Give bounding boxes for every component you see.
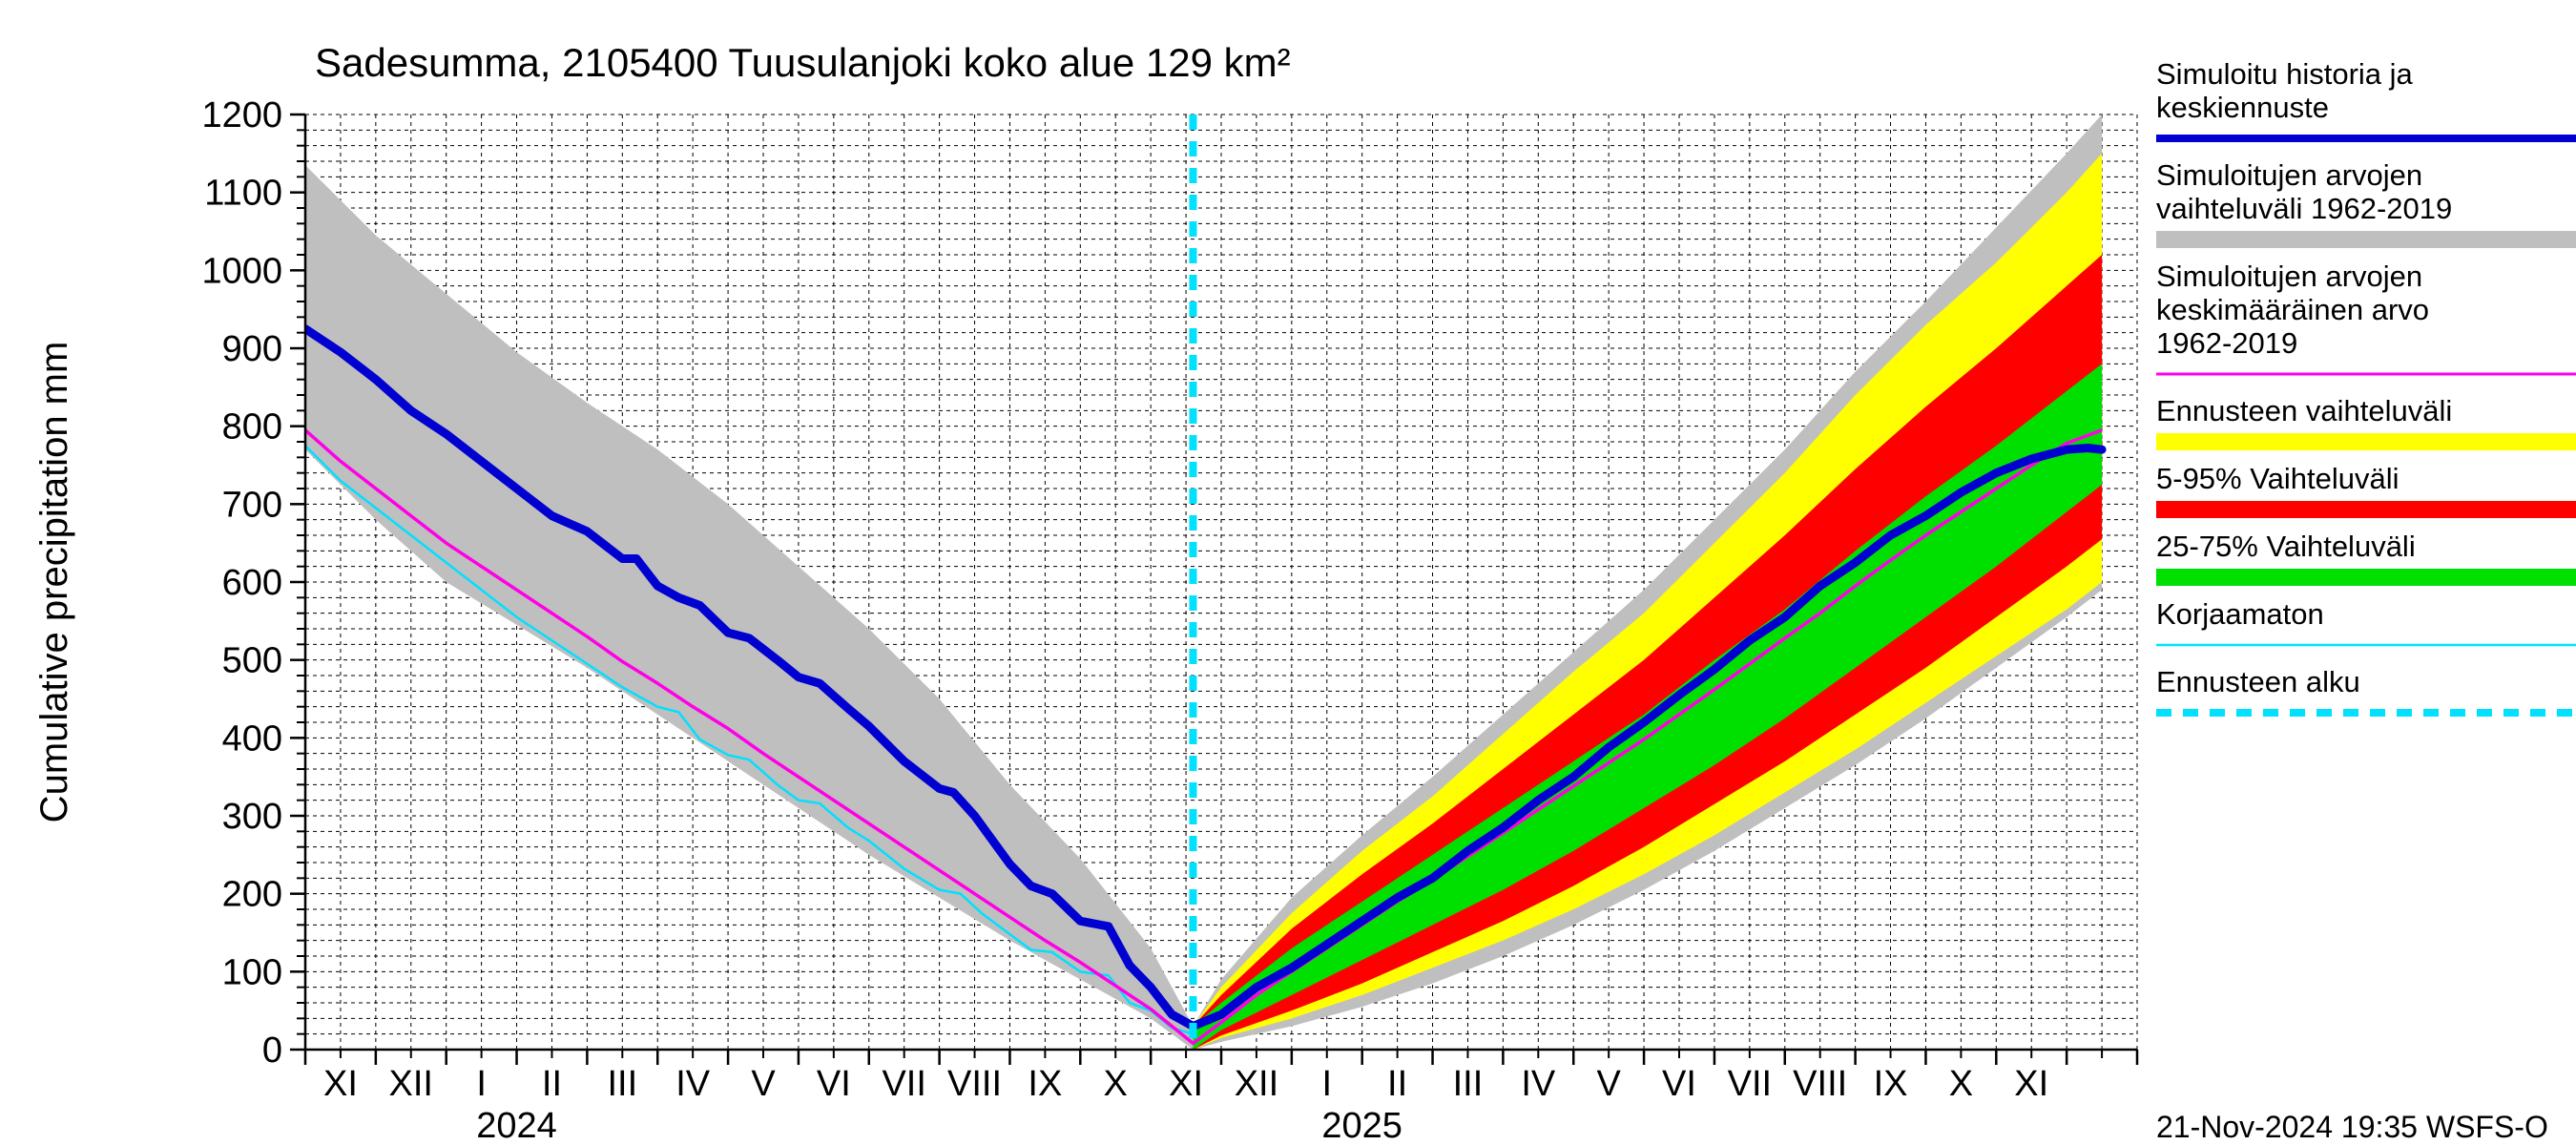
chart-title: Sadesumma, 2105400 Tuusulanjoki koko alu… <box>315 40 1291 85</box>
legend-label: vaihteluväli 1962-2019 <box>2156 192 2452 225</box>
legend-label: Simuloitujen arvojen <box>2156 260 2422 293</box>
ytick-label: 900 <box>222 329 282 369</box>
year-label: 2025 <box>1321 1106 1402 1145</box>
legend-swatch <box>2156 501 2576 518</box>
xtick-label: XII <box>389 1064 433 1104</box>
ytick-label: 600 <box>222 563 282 603</box>
xtick-label: XII <box>1235 1064 1278 1104</box>
xtick-label: XI <box>1169 1064 1203 1104</box>
legend-swatch <box>2156 569 2576 586</box>
xtick-label: I <box>476 1064 487 1104</box>
xtick-label: XI <box>2014 1064 2048 1104</box>
legend-label: Ennusteen alku <box>2156 665 2360 698</box>
ytick-label: 300 <box>222 797 282 837</box>
xtick-label: II <box>542 1064 562 1104</box>
xtick-label: III <box>1453 1064 1484 1104</box>
footer-text: 21-Nov-2024 19:35 WSFS-O <box>2156 1110 2548 1144</box>
xtick-label: VIII <box>947 1064 1002 1104</box>
ytick-label: 1000 <box>201 251 282 291</box>
ytick-label: 800 <box>222 407 282 448</box>
ytick-label: 1200 <box>201 95 282 135</box>
xtick-label: II <box>1387 1064 1407 1104</box>
legend-swatch <box>2156 433 2576 450</box>
xtick-label: X <box>1949 1064 1973 1104</box>
legend-label: Ennusteen vaihteluväli <box>2156 394 2452 427</box>
xtick-label: V <box>751 1064 776 1104</box>
legend-label: Simuloitu historia ja <box>2156 57 2414 91</box>
xtick-label: VI <box>1662 1064 1696 1104</box>
ytick-label: 500 <box>222 641 282 681</box>
xtick-label: IX <box>1028 1064 1062 1104</box>
legend-label: 5-95% Vaihteluväli <box>2156 462 2399 495</box>
legend-label: Korjaamaton <box>2156 597 2324 631</box>
xtick-label: V <box>1596 1064 1621 1104</box>
ytick-label: 100 <box>222 952 282 992</box>
xtick-label: VIII <box>1793 1064 1847 1104</box>
y-axis-label: Cumulative precipitation mm <box>33 342 75 823</box>
legend-label: Simuloitujen arvojen <box>2156 158 2422 192</box>
ytick-label: 400 <box>222 718 282 759</box>
ytick-label: 200 <box>222 875 282 915</box>
legend-label: 1962-2019 <box>2156 326 2297 360</box>
ytick-label: 0 <box>262 1030 282 1071</box>
legend-label: 25-75% Vaihteluväli <box>2156 530 2416 563</box>
legend-swatch <box>2156 231 2576 248</box>
year-label: 2024 <box>476 1106 557 1145</box>
xtick-label: X <box>1104 1064 1128 1104</box>
xtick-label: I <box>1321 1064 1332 1104</box>
xtick-label: XI <box>323 1064 358 1104</box>
legend-label: keskimääräinen arvo <box>2156 293 2429 326</box>
xtick-label: IV <box>1521 1064 1556 1104</box>
xtick-label: VI <box>817 1064 851 1104</box>
xtick-label: VII <box>882 1064 925 1104</box>
xtick-label: VII <box>1728 1064 1772 1104</box>
ytick-label: 700 <box>222 485 282 525</box>
legend-label: keskiennuste <box>2156 91 2329 124</box>
xtick-label: IV <box>675 1064 711 1104</box>
ytick-label: 1100 <box>204 174 282 214</box>
xtick-label: IX <box>1874 1064 1908 1104</box>
xtick-label: III <box>607 1064 637 1104</box>
